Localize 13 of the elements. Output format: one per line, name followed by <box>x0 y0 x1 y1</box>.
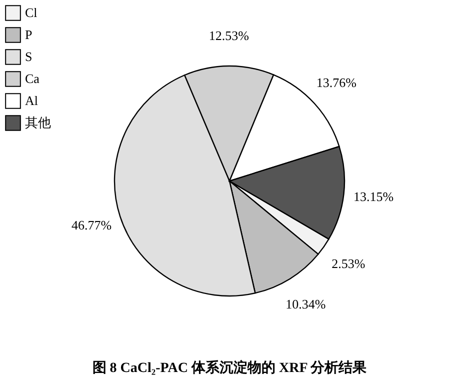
data-label: 13.15% <box>354 189 394 204</box>
data-label: 2.53% <box>332 256 366 271</box>
legend-label: S <box>25 49 32 64</box>
legend-label: P <box>25 27 32 42</box>
legend-label: 其他 <box>25 115 51 130</box>
data-label: 12.53% <box>208 28 250 43</box>
legend-label: Ca <box>25 71 40 86</box>
data-label: 10.34% <box>286 296 326 312</box>
text: 图 8 CaCl₂-PAC 体系沉淀物的 XRF 分析结果 <box>92 359 368 376</box>
data-label: 13.76% <box>316 75 357 90</box>
legend-label: Cl <box>25 5 38 20</box>
legend-label: Al <box>25 93 38 108</box>
data-label: 46.77% <box>72 218 112 233</box>
